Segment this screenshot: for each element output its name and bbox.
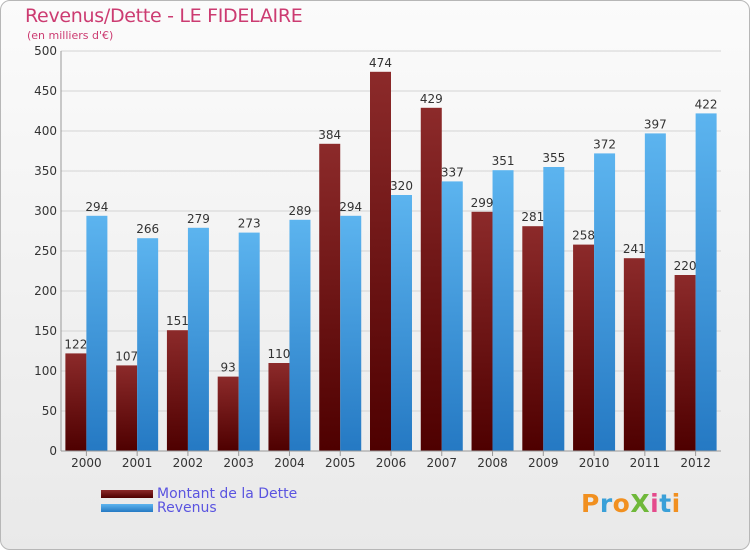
data-label: 241 — [623, 242, 646, 256]
data-label: 294 — [339, 200, 362, 214]
bar-revenus — [391, 195, 412, 451]
bar-dette — [319, 143, 341, 452]
x-tick-label: 2010 — [579, 456, 610, 470]
x-tick-label: 2004 — [274, 456, 305, 470]
y-tick-label: 350 — [34, 164, 57, 178]
bar-revenus — [492, 170, 514, 451]
bar-dette — [217, 376, 239, 451]
legend-label-dette: Montant de la Dette — [157, 486, 298, 502]
data-label: 220 — [674, 259, 697, 273]
bar-revenus — [340, 215, 362, 451]
data-label: 337 — [441, 165, 464, 179]
bar-revenus — [695, 113, 717, 452]
data-label: 266 — [136, 222, 159, 236]
y-tick-label: 200 — [34, 284, 57, 298]
bar-revenus — [289, 219, 311, 451]
data-labels: 122 294 107 266 151 279 93 273 110 289 384 294 474 32… — [64, 56, 717, 375]
bar-revenus — [441, 181, 463, 451]
data-label: 289 — [289, 204, 312, 218]
x-tick-label: 2003 — [223, 456, 254, 470]
bar-revenus — [594, 153, 616, 451]
data-label: 299 — [471, 196, 494, 210]
x-tick-label: 2009 — [528, 456, 559, 470]
y-tick-label: 250 — [34, 244, 57, 258]
chart-title: Revenus/Dette - LE FIDELAIRE — [25, 5, 303, 27]
data-label: 372 — [593, 137, 616, 151]
data-label: 384 — [318, 128, 341, 142]
bar-dette — [268, 363, 290, 451]
data-label: 151 — [166, 314, 189, 328]
data-label: 110 — [268, 347, 291, 361]
bar-revenus — [238, 232, 260, 451]
x-tick-label: 2000 — [71, 456, 102, 470]
data-label: 279 — [187, 212, 210, 226]
bar-dette — [116, 365, 138, 451]
x-tick-label: 2012 — [680, 456, 711, 470]
bar-dette — [166, 330, 188, 451]
data-label: 320 — [390, 179, 413, 193]
x-tick-label: 2005 — [325, 456, 356, 470]
chart-subtitle: (en milliers d'€) — [27, 29, 114, 42]
data-label: 122 — [64, 337, 87, 351]
bar-dette — [522, 226, 544, 451]
data-label: 294 — [85, 200, 108, 214]
bar-revenus — [86, 215, 108, 451]
legend-swatch-dette — [101, 490, 153, 498]
bar-dette — [573, 244, 595, 451]
legend-item-dette: Montant de la Dette — [101, 487, 297, 501]
bar-dette — [370, 71, 391, 452]
x-tick-label: 2006 — [376, 456, 407, 470]
bar-revenus — [187, 227, 209, 451]
bar-dette — [674, 275, 696, 451]
data-label: 474 — [369, 56, 392, 70]
data-label: 273 — [238, 217, 261, 231]
y-tick-label: 450 — [34, 84, 57, 98]
bar-revenus — [543, 167, 565, 451]
bars — [65, 71, 717, 452]
y-tick-label: 400 — [34, 124, 57, 138]
x-axis-ticks: 2000 2001 2002 2003 2004 2005 2006 2007 2008 2009… — [71, 451, 711, 470]
y-tick-label: 0 — [49, 444, 57, 458]
y-tick-label: 300 — [34, 204, 57, 218]
legend-swatch-revenus — [101, 504, 153, 512]
bar-dette — [420, 107, 442, 452]
legend: Montant de la Dette Revenus — [101, 487, 297, 515]
legend-label-revenus: Revenus — [157, 500, 217, 516]
y-tick-label: 50 — [42, 404, 57, 418]
x-tick-label: 2007 — [426, 456, 457, 470]
bar-dette — [623, 258, 645, 451]
y-tick-label: 150 — [34, 324, 57, 338]
data-label: 258 — [572, 229, 595, 243]
bar-dette — [471, 211, 493, 451]
legend-item-revenus: Revenus — [101, 501, 297, 515]
data-label: 422 — [695, 97, 718, 111]
bar-dette — [65, 353, 87, 451]
y-tick-label: 500 — [34, 44, 57, 58]
data-label: 397 — [644, 117, 667, 131]
data-label: 355 — [542, 151, 565, 165]
y-tick-label: 100 — [34, 364, 57, 378]
data-label: 107 — [115, 349, 138, 363]
y-axis-ticks: 0 50 100 150 200 250 300 350 400 450 500 — [34, 44, 57, 458]
data-label: 93 — [221, 361, 236, 375]
data-label: 281 — [521, 210, 544, 224]
data-label: 429 — [420, 92, 443, 106]
bar-revenus — [137, 238, 159, 451]
proxiti-logo: ProXiti — [581, 489, 681, 518]
data-label: 351 — [492, 154, 515, 168]
x-tick-label: 2011 — [630, 456, 661, 470]
x-tick-label: 2002 — [173, 456, 204, 470]
bar-revenus — [644, 133, 666, 451]
x-tick-label: 2008 — [477, 456, 508, 470]
x-tick-label: 2001 — [122, 456, 153, 470]
